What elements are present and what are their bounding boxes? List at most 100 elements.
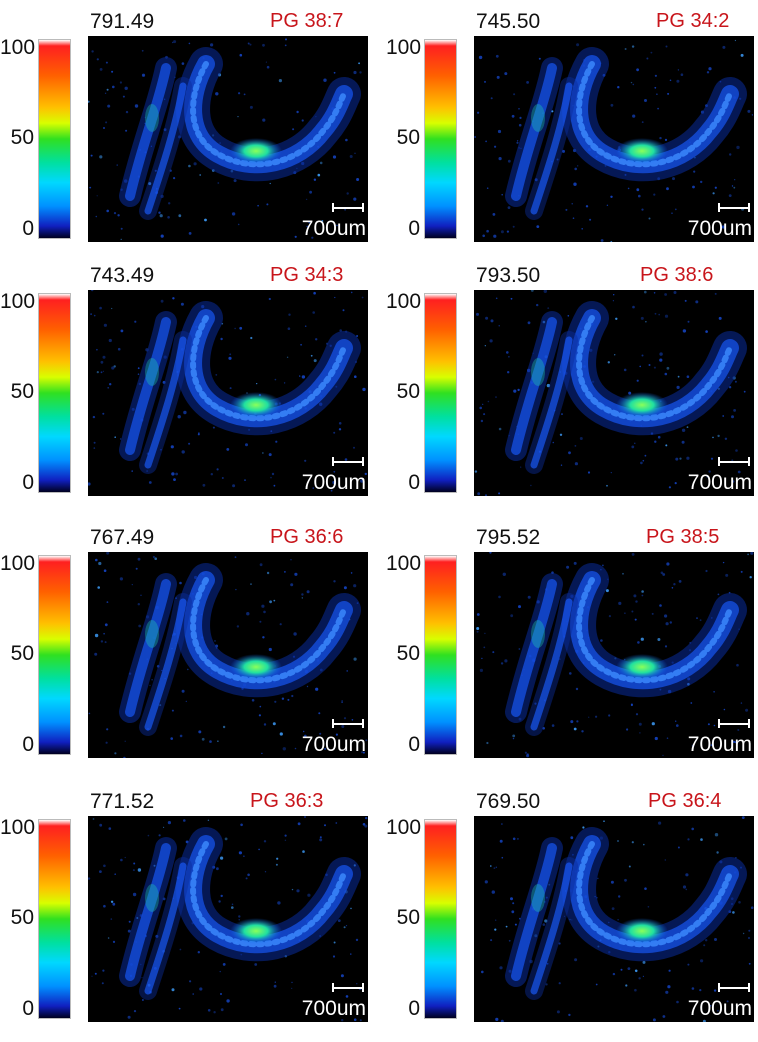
noise-dot bbox=[745, 708, 749, 712]
noise-dot bbox=[635, 600, 638, 603]
colorbar-max-label: 100 bbox=[0, 36, 36, 59]
noise-dot bbox=[728, 386, 732, 389]
noise-dot bbox=[362, 387, 366, 392]
mz-label: 793.50 bbox=[476, 264, 541, 287]
noise-dot bbox=[691, 827, 694, 831]
signal-hotspot bbox=[230, 392, 282, 418]
noise-dot bbox=[220, 337, 223, 341]
noise-dot bbox=[735, 1004, 738, 1007]
noise-dot bbox=[657, 435, 661, 439]
noise-dot bbox=[749, 576, 752, 579]
noise-dot bbox=[542, 923, 546, 926]
noise-dot bbox=[310, 354, 313, 357]
noise-dot bbox=[111, 366, 115, 370]
noise-dot bbox=[685, 888, 688, 891]
noise-dot bbox=[275, 440, 278, 443]
noise-dot bbox=[708, 470, 711, 473]
noise-dot bbox=[566, 565, 570, 569]
noise-dot bbox=[350, 953, 352, 955]
noise-dot bbox=[128, 920, 131, 923]
noise-dot bbox=[232, 484, 236, 488]
tissue-strands bbox=[505, 57, 578, 220]
noise-dot bbox=[324, 824, 326, 827]
noise-dot bbox=[292, 128, 295, 131]
noise-dot bbox=[251, 699, 255, 702]
noise-dot bbox=[344, 209, 346, 211]
noise-dot bbox=[489, 552, 492, 554]
noise-dot bbox=[684, 299, 687, 302]
colorbar-mid-label: 50 bbox=[10, 380, 34, 403]
noise-dot bbox=[716, 1009, 719, 1012]
noise-dot bbox=[311, 236, 314, 239]
noise-dot bbox=[710, 457, 714, 460]
noise-dot bbox=[648, 364, 651, 366]
noise-dot bbox=[728, 194, 732, 198]
noise-dot bbox=[317, 173, 321, 177]
noise-dot bbox=[600, 639, 603, 642]
noise-dot bbox=[181, 62, 185, 65]
noise-dot bbox=[258, 848, 260, 851]
noise-dot bbox=[137, 868, 142, 872]
noise-dot bbox=[610, 472, 612, 474]
noise-dot bbox=[339, 329, 342, 332]
noise-dot bbox=[654, 736, 658, 741]
noise-dot bbox=[738, 901, 741, 904]
noise-dot bbox=[614, 354, 616, 356]
tissue-strands bbox=[119, 573, 192, 736]
noise-dot bbox=[114, 752, 117, 755]
noise-dot bbox=[740, 702, 743, 704]
noise-dot bbox=[178, 1007, 181, 1010]
noise-dot bbox=[570, 720, 574, 724]
noise-dot bbox=[659, 136, 662, 140]
noise-dot bbox=[193, 162, 197, 166]
noise-dot bbox=[685, 873, 689, 877]
noise-dot bbox=[626, 728, 629, 731]
noise-dot bbox=[137, 373, 140, 375]
noise-dot bbox=[332, 155, 337, 159]
noise-dot bbox=[662, 1015, 666, 1018]
noise-dot bbox=[536, 225, 540, 229]
noise-dot bbox=[113, 365, 116, 368]
noise-dot bbox=[114, 873, 116, 875]
noise-dot bbox=[114, 436, 116, 438]
noise-dot bbox=[732, 480, 735, 483]
noise-dot bbox=[101, 982, 104, 985]
noise-dot bbox=[686, 456, 690, 460]
noise-dot bbox=[284, 571, 286, 573]
noise-dot bbox=[636, 68, 639, 72]
noise-dot bbox=[624, 612, 626, 614]
noise-dot bbox=[638, 977, 641, 980]
noise-dot bbox=[158, 834, 161, 837]
noise-dot bbox=[90, 154, 93, 157]
noise-dot bbox=[725, 573, 729, 577]
noise-dot bbox=[638, 194, 641, 198]
noise-dot bbox=[721, 225, 725, 229]
noise-dot bbox=[511, 114, 515, 118]
noise-dot bbox=[639, 365, 641, 368]
noise-dot bbox=[259, 705, 262, 708]
noise-dot bbox=[346, 670, 349, 672]
noise-dot bbox=[105, 121, 108, 124]
noise-dot bbox=[111, 307, 113, 310]
noise-dot bbox=[484, 345, 486, 347]
noise-dot bbox=[662, 754, 664, 756]
noise-dot bbox=[88, 100, 90, 103]
noise-dot bbox=[353, 70, 357, 75]
noise-dot bbox=[671, 212, 673, 214]
noise-dot bbox=[102, 969, 105, 972]
scale-bar bbox=[718, 457, 750, 466]
noise-dot bbox=[714, 833, 719, 837]
signal-hotspot-secondary bbox=[145, 884, 159, 912]
noise-dot bbox=[651, 612, 654, 615]
noise-dot bbox=[491, 890, 495, 894]
noise-dot bbox=[362, 751, 365, 754]
noise-dot bbox=[481, 657, 483, 660]
noise-dot bbox=[516, 141, 519, 144]
noise-dot bbox=[717, 434, 720, 438]
noise-dot bbox=[682, 885, 687, 889]
noise-dot bbox=[699, 619, 702, 622]
scale-bar bbox=[718, 203, 750, 212]
signal-hotspot bbox=[230, 918, 282, 944]
noise-dot bbox=[637, 641, 640, 644]
noise-dot bbox=[558, 982, 561, 985]
